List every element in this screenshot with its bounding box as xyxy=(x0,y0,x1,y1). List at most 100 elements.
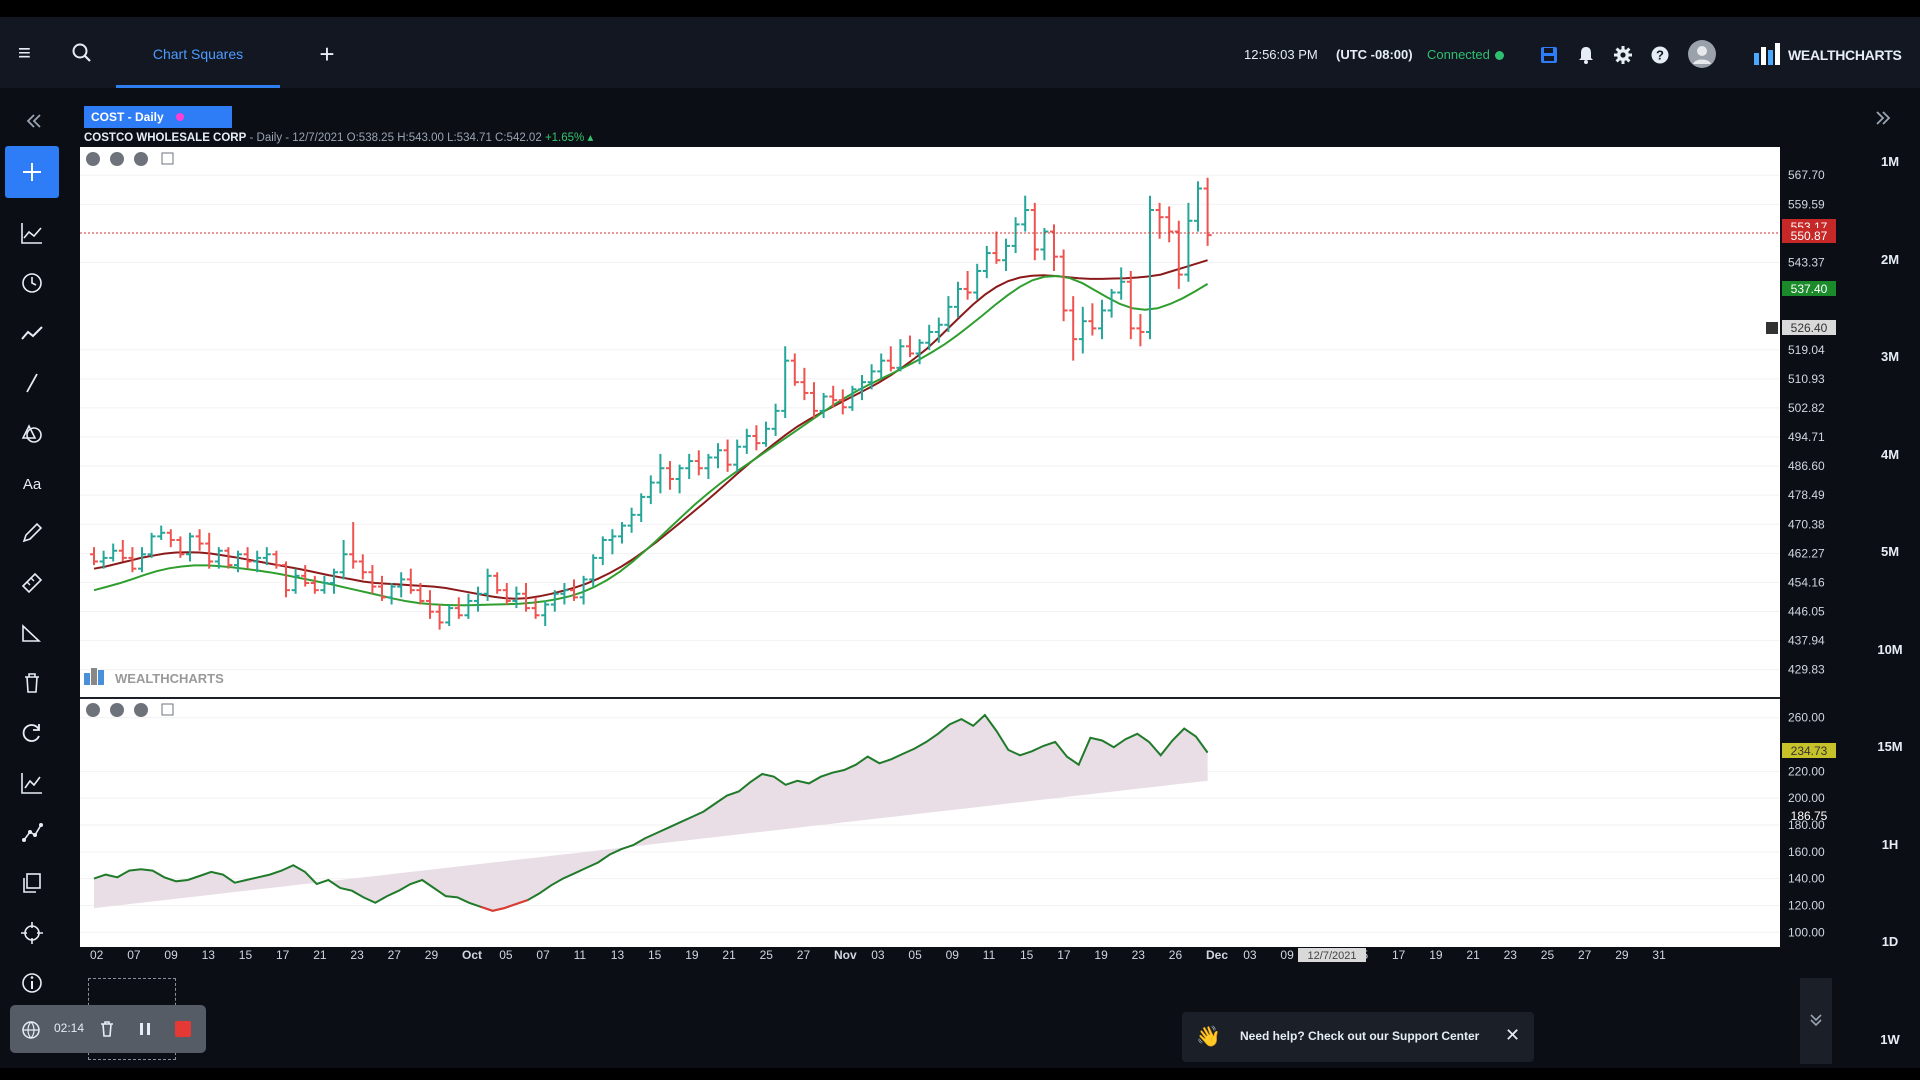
chevron-double-down-icon[interactable] xyxy=(1806,1010,1826,1030)
pane-maximize-icon[interactable] xyxy=(161,703,174,716)
ohlc-bar[interactable] xyxy=(1203,177,1212,246)
ohlc-bar[interactable] xyxy=(1098,299,1106,340)
pane-maximize-icon[interactable] xyxy=(161,152,174,165)
ohlc-bar[interactable] xyxy=(310,575,319,594)
ohlc-bar[interactable] xyxy=(1155,202,1164,239)
ohlc-bar[interactable] xyxy=(819,392,828,419)
ohlc-bar[interactable] xyxy=(474,586,482,612)
shapes-icon[interactable] xyxy=(17,418,47,448)
ohlc-bar[interactable] xyxy=(1021,195,1030,232)
pane-close-icon[interactable] xyxy=(86,152,100,166)
ohlc-bar[interactable] xyxy=(1030,202,1039,261)
ohlc-bar[interactable] xyxy=(406,568,415,594)
layers-icon[interactable] xyxy=(17,868,47,898)
ohlc-bar[interactable] xyxy=(416,583,425,605)
timeframe-1w[interactable]: 1W xyxy=(1880,1031,1900,1047)
ohlc-bar[interactable] xyxy=(502,583,511,605)
ohlc-bar[interactable] xyxy=(330,568,338,594)
ohlc-bar[interactable] xyxy=(992,231,1001,264)
ohlc-bar[interactable] xyxy=(205,532,214,569)
ohlc-bar[interactable] xyxy=(522,583,530,612)
ohlc-bar[interactable] xyxy=(810,382,818,419)
ohlc-bar[interactable] xyxy=(1011,217,1020,254)
line-tool-icon[interactable] xyxy=(17,368,47,398)
globe-icon[interactable] xyxy=(20,1019,42,1041)
ohlc-bar[interactable] xyxy=(771,403,780,436)
support-toast-text[interactable]: Need help? Check out our Support Center xyxy=(1240,1029,1480,1043)
price-pane[interactable] xyxy=(80,147,1780,697)
ohlc-bar[interactable] xyxy=(742,428,751,454)
ohlc-bar[interactable] xyxy=(608,529,617,555)
ohlc-bar[interactable] xyxy=(675,464,684,494)
timeframe-4m[interactable]: 4M xyxy=(1880,446,1900,462)
ohlc-bar[interactable] xyxy=(378,575,386,601)
close-icon[interactable]: ✕ xyxy=(1505,1025,1521,1045)
timeframe-2m[interactable]: 2M xyxy=(1880,251,1900,267)
ohlc-bar[interactable] xyxy=(963,271,972,300)
ohlc-bar[interactable] xyxy=(118,539,127,562)
ohlc-bar[interactable] xyxy=(906,335,914,358)
ohlc-bar[interactable] xyxy=(954,281,962,318)
gear-icon[interactable] xyxy=(1612,44,1634,66)
ohlc-bar[interactable] xyxy=(1078,306,1087,354)
ohlc-bar[interactable] xyxy=(1184,202,1193,282)
ohlc-bar[interactable] xyxy=(896,339,905,372)
ohlc-bar[interactable] xyxy=(99,550,108,569)
ohlc-bar[interactable] xyxy=(752,425,761,451)
ohlc-bar[interactable] xyxy=(157,525,166,540)
ohlc-bar[interactable] xyxy=(656,453,665,494)
timeframe-3m[interactable]: 3M xyxy=(1880,349,1900,364)
ohlc-bar[interactable] xyxy=(704,453,713,479)
ohlc-bar[interactable] xyxy=(579,575,588,605)
trend-icon[interactable] xyxy=(17,318,47,348)
add-tool-button[interactable] xyxy=(5,146,59,198)
add-tab-button[interactable]: + xyxy=(319,39,335,69)
add-alert-icon[interactable] xyxy=(1766,322,1778,334)
ohlc-bar[interactable] xyxy=(531,597,540,619)
ohlc-bar[interactable] xyxy=(618,522,626,544)
ohlc-bar[interactable] xyxy=(349,522,358,569)
ohlc-bar[interactable] xyxy=(454,597,463,619)
symbol-tab[interactable]: COST - Daily xyxy=(84,106,232,128)
expand-right-icon[interactable] xyxy=(1868,106,1898,130)
ohlc-bar[interactable] xyxy=(234,550,242,573)
pane-close-icon[interactable] xyxy=(86,703,100,717)
stop-icon[interactable] xyxy=(172,1018,194,1040)
timeframe-15m[interactable]: 15M xyxy=(1877,739,1903,754)
ohlc-bar[interactable] xyxy=(1117,267,1126,300)
pane-down-icon[interactable] xyxy=(110,703,124,717)
ohlc-bar[interactable] xyxy=(339,539,348,580)
timeframe-10m[interactable]: 10M xyxy=(1877,641,1903,657)
ohlc-bar[interactable] xyxy=(128,547,137,573)
ohlc-bar[interactable] xyxy=(493,572,502,594)
timeframe-1h[interactable]: 1H xyxy=(1881,836,1899,852)
ohlc-bar[interactable] xyxy=(781,346,790,419)
ohlc-bar[interactable] xyxy=(435,604,444,630)
refresh-icon[interactable] xyxy=(17,718,47,748)
collapse-left-icon[interactable] xyxy=(17,106,47,136)
scroll-down-panel[interactable] xyxy=(1800,978,1832,1064)
search-icon[interactable] xyxy=(70,41,94,65)
ruler-icon[interactable] xyxy=(17,568,47,598)
ohlc-bar[interactable] xyxy=(195,529,204,551)
measure-icon[interactable] xyxy=(17,618,47,648)
timeframe-5m[interactable]: 5M xyxy=(1880,544,1900,559)
ohlc-bar[interactable] xyxy=(483,568,492,601)
timeframe-1m[interactable]: 1M xyxy=(1880,154,1900,169)
help-icon[interactable]: ? xyxy=(1649,44,1671,66)
ohlc-bar[interactable] xyxy=(1069,296,1078,361)
ohlc-bar[interactable] xyxy=(1174,220,1183,289)
pane-up-icon[interactable] xyxy=(134,703,148,717)
ohlc-bar[interactable] xyxy=(666,461,674,490)
save-icon[interactable] xyxy=(1538,44,1560,66)
avatar[interactable] xyxy=(1687,39,1717,69)
ohlc-bar[interactable] xyxy=(1050,224,1058,271)
ohlc-bar[interactable] xyxy=(214,547,223,569)
ohlc-bar[interactable] xyxy=(598,536,607,566)
ohlc-bar[interactable] xyxy=(848,385,857,411)
ohlc-bar[interactable] xyxy=(685,453,694,479)
ohlc-bar[interactable] xyxy=(138,547,146,573)
ohlc-bar[interactable] xyxy=(1059,249,1068,322)
recording-trash-icon[interactable] xyxy=(96,1018,118,1040)
ohlc-bar[interactable] xyxy=(301,565,310,587)
